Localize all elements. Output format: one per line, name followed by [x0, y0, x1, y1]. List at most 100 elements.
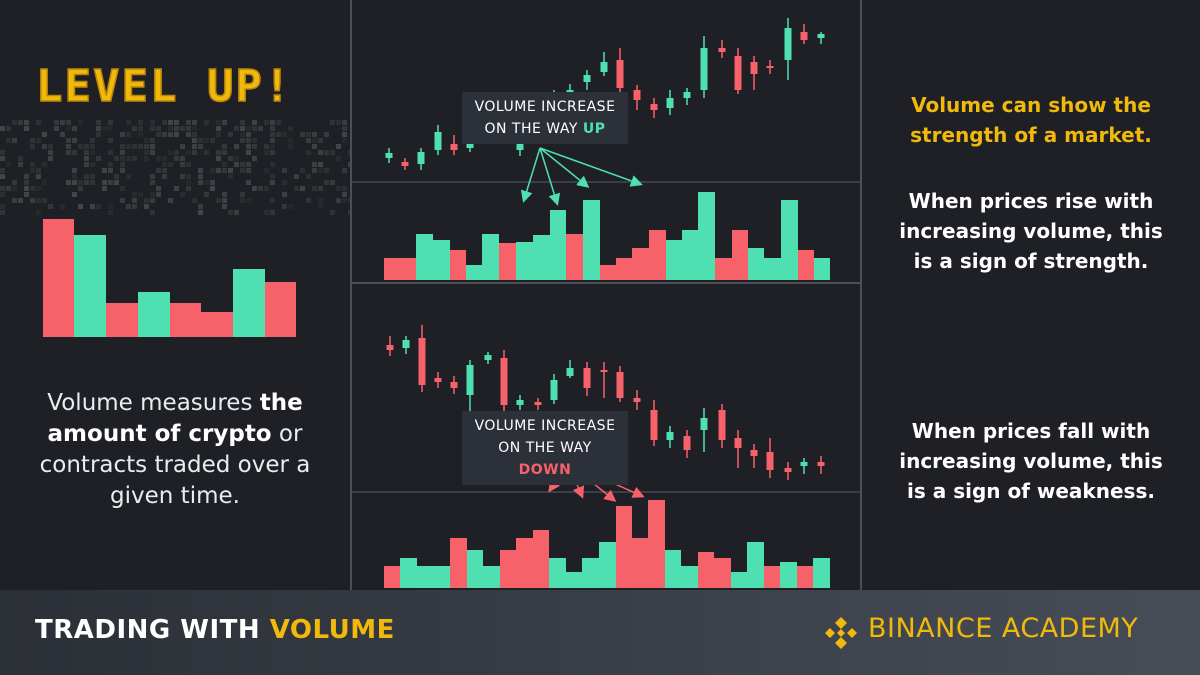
callout-line1: VOLUME INCREASE [474, 418, 616, 434]
candle-body [516, 400, 524, 405]
downtrend-volume-bars [384, 500, 830, 588]
noise-pixel [126, 174, 131, 179]
volume-bar [466, 265, 482, 280]
footer-title-text: TRADING WITH [35, 615, 270, 645]
volume-bar [599, 542, 616, 588]
volume-bar [666, 240, 682, 280]
noise-pixel [186, 162, 191, 167]
noise-pixel [30, 144, 35, 149]
noise-pixel [186, 126, 191, 131]
noise-pixel [150, 192, 155, 197]
noise-pixel [348, 162, 350, 167]
noise-pixel [42, 180, 47, 185]
noise-pixel [144, 204, 149, 209]
volume-bar [632, 538, 648, 588]
volume-bar [682, 230, 698, 280]
noise-pixel [270, 150, 275, 155]
noise-pixel [246, 198, 251, 203]
noise-pixel [336, 120, 341, 125]
noise-pixel [144, 138, 149, 143]
candle-body [385, 153, 393, 158]
callout-line2: ON THE WAY DOWN [470, 437, 620, 481]
noise-pixel [138, 144, 143, 149]
noise-pixel [54, 126, 59, 131]
noise-pixel [222, 192, 227, 197]
noise-pixel [90, 150, 95, 155]
volume-bar [516, 242, 533, 280]
noise-pixel [156, 192, 161, 197]
noise-pixel [264, 210, 269, 215]
candle-body [450, 144, 458, 150]
noise-pixel [108, 210, 113, 215]
candle-body [500, 358, 508, 405]
noise-pixel [270, 126, 275, 131]
noise-pixel [216, 126, 221, 131]
volume-bar [732, 230, 748, 280]
noise-pixel [210, 168, 215, 173]
volume-bar [417, 566, 434, 588]
noise-pixel [144, 150, 149, 155]
decorative-volume-bars [43, 219, 296, 337]
noise-pixel [240, 198, 245, 203]
volume-bar [106, 303, 138, 337]
noise-pixel [168, 162, 173, 167]
charts-svg [352, 18, 860, 588]
noise-pixel [204, 120, 209, 125]
up-arrows [520, 147, 643, 206]
noise-pixel [240, 120, 245, 125]
noise-pixel [240, 126, 245, 131]
noise-pixel [300, 186, 305, 191]
noise-pixel [150, 120, 155, 125]
noise-pixel [150, 144, 155, 149]
noise-pixel [30, 162, 35, 167]
noise-pixel [18, 156, 23, 161]
noise-pixel [6, 186, 11, 191]
noise-pixel [150, 150, 155, 155]
noise-pixel [6, 126, 11, 131]
volume-bar [698, 552, 714, 588]
noise-pixel [162, 174, 167, 179]
candle-body [700, 48, 708, 90]
noise-pixel [318, 198, 323, 203]
noise-pixel [198, 204, 203, 209]
noise-pixel [222, 144, 227, 149]
volume-bar [748, 248, 764, 280]
noise-pixel [348, 198, 350, 203]
noise-pixel [270, 144, 275, 149]
noise-pixel [240, 132, 245, 137]
noise-pixel [156, 126, 161, 131]
noise-pixel [120, 132, 125, 137]
noise-pixel [126, 156, 131, 161]
uptrend-volume-bars [384, 192, 830, 280]
candle-body [734, 438, 742, 448]
noise-pixel [228, 156, 233, 161]
candle-body [666, 432, 674, 440]
candle-body [550, 380, 558, 400]
volume-bar [170, 303, 201, 337]
volume-bar [648, 500, 665, 588]
volume-bar [434, 566, 450, 588]
noise-pixel [84, 180, 89, 185]
noise-pixel [312, 168, 317, 173]
noise-pixel [342, 120, 347, 125]
noise-pixel [240, 192, 245, 197]
noise-pixel [324, 150, 329, 155]
noise-pixel [42, 132, 47, 137]
candle-body [766, 66, 774, 68]
noise-pixel [168, 132, 173, 137]
noise-pixel [264, 120, 269, 125]
pixel-texture [0, 120, 350, 215]
noise-pixel [12, 186, 17, 191]
noise-pixel [42, 162, 47, 167]
volume-bar [797, 566, 813, 588]
candle-body [766, 452, 774, 470]
noise-pixel [306, 150, 311, 155]
rise-explanation: When prices rise with increasing volume,… [899, 189, 1163, 273]
headline: Volume can show the strength of a market… [910, 93, 1152, 147]
volume-bar [698, 192, 715, 280]
noise-pixel [258, 186, 263, 191]
noise-pixel [114, 174, 119, 179]
noise-pixel [282, 192, 287, 197]
noise-pixel [126, 204, 131, 209]
volume-bar [665, 550, 681, 588]
